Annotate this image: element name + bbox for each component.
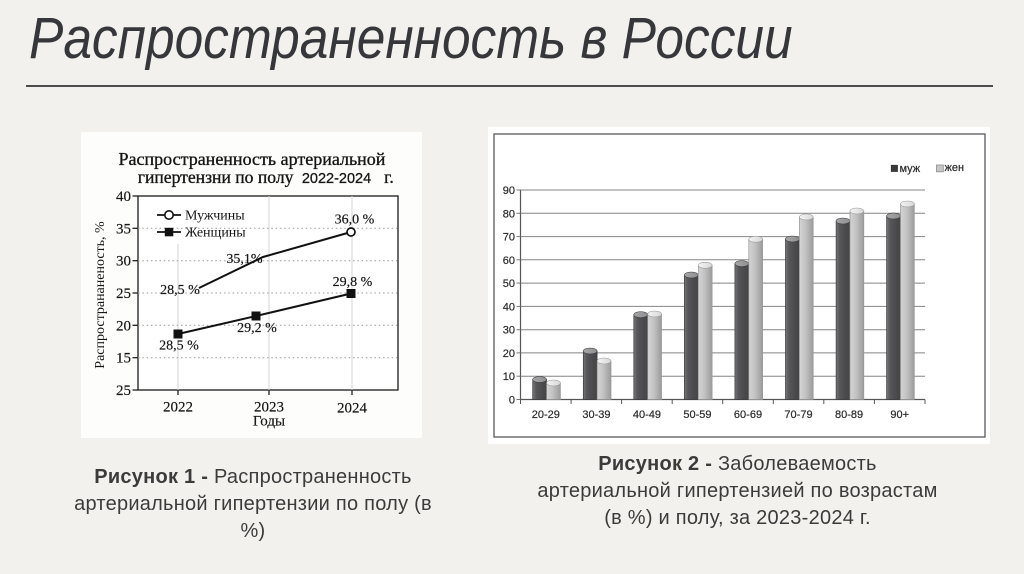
svg-text:36,0 %: 36,0 %: [335, 213, 375, 228]
svg-text:28,5 %: 28,5 %: [160, 283, 200, 298]
svg-text:20: 20: [116, 318, 131, 334]
svg-text:35: 35: [116, 221, 131, 237]
svg-text:60: 60: [503, 255, 515, 267]
svg-text:г.: г.: [384, 167, 394, 187]
svg-text:35,1%: 35,1%: [226, 252, 263, 267]
svg-text:10: 10: [503, 371, 515, 383]
svg-text:жен: жен: [945, 162, 965, 174]
svg-text:30-39: 30-39: [582, 409, 610, 421]
svg-text:90: 90: [503, 185, 515, 197]
svg-text:70-79: 70-79: [784, 409, 812, 421]
svg-text:70: 70: [503, 232, 515, 244]
svg-text:2024: 2024: [337, 401, 368, 417]
svg-text:80: 80: [503, 208, 515, 220]
svg-text:29,8 %: 29,8 %: [333, 275, 373, 290]
svg-text:Мужчины: Мужчины: [185, 209, 245, 224]
svg-text:2022: 2022: [163, 400, 193, 416]
svg-text:28,5 %: 28,5 %: [159, 339, 199, 354]
svg-text:20-29: 20-29: [532, 409, 560, 421]
svg-text:80-89: 80-89: [835, 409, 863, 421]
svg-text:Распространенность артериально: Распространенность артериальной: [119, 149, 386, 169]
svg-text:15: 15: [116, 351, 131, 367]
svg-text:муж: муж: [900, 163, 921, 175]
svg-text:Распространаненость, %: Распространаненость, %: [93, 221, 108, 369]
svg-text:25: 25: [116, 383, 131, 399]
svg-text:Годы: Годы: [253, 414, 285, 430]
svg-text:30: 30: [116, 254, 131, 270]
svg-text:Женщины: Женщины: [185, 226, 246, 241]
svg-text:2023: 2023: [254, 400, 284, 416]
svg-text:30: 30: [503, 325, 515, 337]
svg-text:2022-2024: 2022-2024: [302, 171, 371, 187]
svg-text:40-49: 40-49: [633, 409, 661, 421]
svg-text:29,2 %: 29,2 %: [237, 321, 277, 336]
svg-text:40: 40: [116, 189, 131, 205]
svg-text:60-69: 60-69: [734, 409, 762, 421]
svg-text:50: 50: [503, 278, 515, 290]
svg-text:40: 40: [503, 301, 515, 313]
svg-text:гипертензни по полу: гипертензни по полу: [138, 167, 294, 187]
svg-text:90+: 90+: [890, 409, 909, 421]
svg-text:50-59: 50-59: [683, 409, 711, 421]
svg-text:25: 25: [116, 286, 131, 302]
svg-text:20: 20: [503, 348, 515, 360]
svg-text:0: 0: [509, 395, 515, 407]
